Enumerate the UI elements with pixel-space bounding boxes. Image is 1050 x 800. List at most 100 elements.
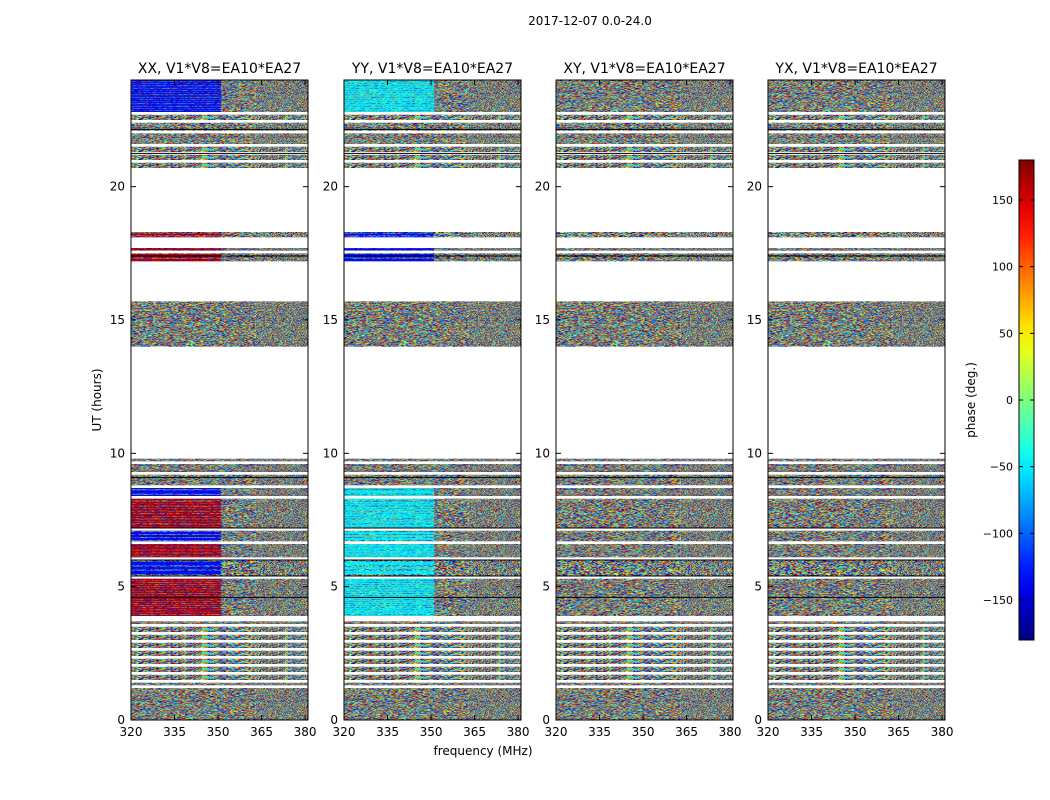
data-block xyxy=(468,301,521,347)
data-block xyxy=(344,301,469,347)
data-block xyxy=(768,232,893,238)
data-block xyxy=(468,626,521,632)
x-tick-label: 335 xyxy=(376,725,399,739)
data-block xyxy=(556,674,681,680)
panel-yx: YX, V1*V8=EA10*EA27 320 335 350 365 380 0 5 10 15… xyxy=(747,61,954,739)
data-block xyxy=(468,658,521,664)
data-block xyxy=(892,232,945,238)
data-block xyxy=(255,458,308,462)
data-block xyxy=(768,682,893,686)
data-block xyxy=(556,634,681,640)
data-block xyxy=(468,621,521,624)
data-block xyxy=(680,658,733,664)
data-block xyxy=(556,682,681,686)
data-block xyxy=(255,626,308,632)
x-tick-label: 365 xyxy=(250,725,273,739)
data-block xyxy=(344,642,469,648)
data-block xyxy=(768,146,893,152)
data-block xyxy=(680,154,733,160)
data-block xyxy=(680,634,733,640)
data-block xyxy=(768,80,893,112)
y-tick-label: 0 xyxy=(117,713,125,727)
data-block xyxy=(556,133,681,144)
data-block xyxy=(892,626,945,632)
data-block xyxy=(131,544,256,558)
data-block xyxy=(680,133,733,144)
data-block xyxy=(255,253,308,262)
data-block xyxy=(131,114,256,120)
data-block xyxy=(892,133,945,144)
data-block xyxy=(680,114,733,120)
data-block xyxy=(556,688,681,720)
data-block xyxy=(468,146,521,152)
data-block xyxy=(768,658,893,664)
data-block xyxy=(344,80,469,112)
panel-frame xyxy=(767,79,946,721)
y-tick-label: 0 xyxy=(542,713,550,727)
y-tick-label: 10 xyxy=(535,446,550,460)
data-block xyxy=(131,162,256,168)
data-block xyxy=(344,458,469,462)
data-block xyxy=(556,154,681,160)
panel-xx: XX, V1*V8=EA10*EA27 320 335 350 365 380 0 5 10 15… xyxy=(110,61,317,739)
x-tick-label: 365 xyxy=(887,725,910,739)
data-block xyxy=(344,464,469,472)
data-block xyxy=(131,301,256,347)
data-block xyxy=(556,301,681,347)
data-block xyxy=(468,530,521,542)
data-block xyxy=(131,621,256,624)
data-block xyxy=(768,162,893,168)
data-block xyxy=(344,634,469,640)
data-block xyxy=(680,146,733,152)
y-tick-label: 5 xyxy=(542,580,550,594)
data-block xyxy=(131,658,256,664)
colorbar-tick-label: 100 xyxy=(992,261,1013,274)
panel-frame xyxy=(130,79,309,721)
y-tick-label: 5 xyxy=(117,580,125,594)
data-block xyxy=(344,498,469,528)
x-tick-label: 320 xyxy=(757,725,780,739)
data-block xyxy=(680,682,733,686)
data-block xyxy=(892,544,945,558)
colorbar-tick-label: 50 xyxy=(999,327,1013,340)
colorbar-tick-label: 150 xyxy=(992,194,1013,207)
panel-frame xyxy=(343,79,522,721)
y-tick-label: 20 xyxy=(110,180,125,194)
data-block xyxy=(556,621,681,624)
data-block xyxy=(556,146,681,152)
data-block xyxy=(344,146,469,152)
data-block xyxy=(768,544,893,558)
data-block xyxy=(556,488,681,496)
data-block xyxy=(131,232,256,238)
data-block xyxy=(892,162,945,168)
panel-title: XX, V1*V8=EA10*EA27 xyxy=(138,61,301,77)
data-block xyxy=(131,458,256,462)
y-tick-label: 15 xyxy=(747,313,762,327)
y-axis-label: UT (hours) xyxy=(90,368,104,431)
data-block xyxy=(556,232,681,238)
data-block xyxy=(768,666,893,672)
x-tick-label: 365 xyxy=(675,725,698,739)
data-block xyxy=(255,154,308,160)
data-block xyxy=(892,674,945,680)
data-block xyxy=(556,626,681,632)
data-block xyxy=(131,80,256,112)
data-block xyxy=(768,458,893,462)
data-block xyxy=(468,688,521,720)
data-block xyxy=(556,666,681,672)
y-tick-label: 20 xyxy=(535,180,550,194)
colorbar-label: phase (deg.) xyxy=(964,362,978,438)
data-block xyxy=(255,301,308,347)
data-block xyxy=(680,621,733,624)
y-tick-label: 0 xyxy=(330,713,338,727)
data-block xyxy=(768,122,893,131)
y-tick-label: 15 xyxy=(110,313,125,327)
data-block xyxy=(892,458,945,462)
data-block xyxy=(556,464,681,472)
data-block xyxy=(131,464,256,472)
data-block xyxy=(468,114,521,120)
data-block xyxy=(468,488,521,496)
data-block xyxy=(255,464,308,472)
data-block xyxy=(344,162,469,168)
